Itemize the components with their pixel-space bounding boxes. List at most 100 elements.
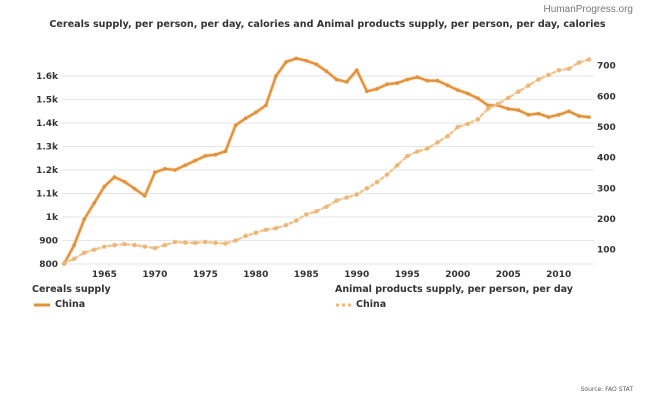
data-point <box>385 82 389 87</box>
left-axis: 800 900 1k 1.1k 1.2k 1.3k 1.4k 1.5k 1.6k <box>36 72 59 270</box>
data-point <box>254 110 258 115</box>
data-point <box>112 175 117 179</box>
data-point <box>587 115 591 119</box>
data-point <box>172 239 178 245</box>
data-point <box>283 222 289 228</box>
data-point <box>334 77 339 82</box>
data-point <box>425 78 430 83</box>
legend-label: China <box>356 299 387 310</box>
data-point <box>314 209 319 214</box>
data-point <box>243 233 249 239</box>
right-tick-label: 200 <box>597 215 616 225</box>
data-point <box>415 75 420 79</box>
solid-line-swatch-icon <box>34 303 50 306</box>
left-tick-label: 1k <box>46 213 59 223</box>
right-tick-label: 300 <box>597 184 616 194</box>
data-point <box>344 80 349 84</box>
data-point <box>344 195 349 200</box>
left-tick-label: 1.3k <box>36 143 59 153</box>
data-point <box>294 56 299 61</box>
data-point <box>142 194 147 198</box>
data-point <box>81 250 87 256</box>
data-point <box>334 198 339 203</box>
series-group <box>61 56 592 266</box>
data-point <box>274 74 278 78</box>
right-axis: 100 200 300 400 500 600 700 <box>597 62 616 256</box>
data-point <box>364 186 370 191</box>
data-point <box>485 106 491 111</box>
data-point <box>91 247 97 252</box>
left-tick-label: 800 <box>39 260 58 270</box>
data-point <box>152 245 158 251</box>
data-point <box>153 170 157 175</box>
data-point <box>435 78 440 83</box>
data-point <box>445 133 450 139</box>
data-point <box>203 239 208 245</box>
left-tick-label: 1.6k <box>36 72 59 82</box>
source-label: Source: FAO STAT <box>580 386 633 393</box>
data-point <box>264 103 268 108</box>
data-point <box>586 57 592 62</box>
data-point <box>324 69 329 74</box>
data-point <box>516 89 521 95</box>
data-point <box>486 103 490 108</box>
data-point <box>284 60 288 64</box>
x-tick-label: 2000 <box>445 270 470 280</box>
data-point <box>516 108 521 112</box>
data-point <box>567 109 571 114</box>
legend-label: China <box>55 299 86 310</box>
data-point <box>293 218 299 223</box>
chart-title: Cereals supply, per person, per day, cal… <box>49 19 606 30</box>
data-point <box>505 95 511 101</box>
data-point <box>566 66 572 72</box>
data-point <box>142 244 148 249</box>
data-point <box>92 201 97 205</box>
data-point <box>405 77 410 82</box>
data-point <box>445 83 450 88</box>
data-point <box>536 77 541 82</box>
legend-item-animal-china[interactable]: China <box>335 299 386 310</box>
data-point <box>546 72 551 78</box>
data-point <box>213 152 218 157</box>
right-tick-label: 600 <box>597 92 616 102</box>
data-point <box>203 154 208 158</box>
legend-title-cereals: Cereals supply <box>32 284 111 295</box>
x-tick-label: 1985 <box>294 270 319 280</box>
right-tick-label: 400 <box>597 154 616 164</box>
right-tick-label: 500 <box>597 123 616 133</box>
x-tick-label: 1975 <box>193 270 218 280</box>
data-point <box>374 179 380 185</box>
data-point <box>112 242 117 248</box>
gridlines <box>62 75 594 265</box>
data-point <box>192 240 198 246</box>
legend-title-animal: Animal products supply, per person, per … <box>335 284 573 295</box>
right-tick-label: 100 <box>597 246 616 256</box>
legend-item-cereals-china[interactable]: China <box>34 299 85 310</box>
data-point <box>324 204 329 210</box>
right-tick-label: 700 <box>597 62 616 72</box>
data-point <box>395 81 399 85</box>
brand-label[interactable]: HumanProgress.org <box>543 4 633 15</box>
left-tick-label: 900 <box>39 237 58 247</box>
data-point <box>122 179 127 184</box>
data-point <box>233 123 238 128</box>
series-line-halo <box>62 56 590 265</box>
data-point <box>182 240 188 245</box>
data-point <box>404 153 410 159</box>
data-point <box>233 238 238 243</box>
data-point <box>173 168 177 172</box>
data-point <box>384 172 390 177</box>
data-point <box>354 68 359 72</box>
data-point <box>455 88 460 92</box>
data-point <box>162 242 168 248</box>
data-point <box>425 146 430 151</box>
data-point <box>263 227 269 233</box>
data-point <box>476 96 480 101</box>
data-point <box>365 89 369 94</box>
data-point <box>82 217 86 222</box>
data-point <box>61 261 67 266</box>
data-point <box>243 116 248 121</box>
data-point <box>465 121 471 127</box>
data-point <box>163 167 167 171</box>
